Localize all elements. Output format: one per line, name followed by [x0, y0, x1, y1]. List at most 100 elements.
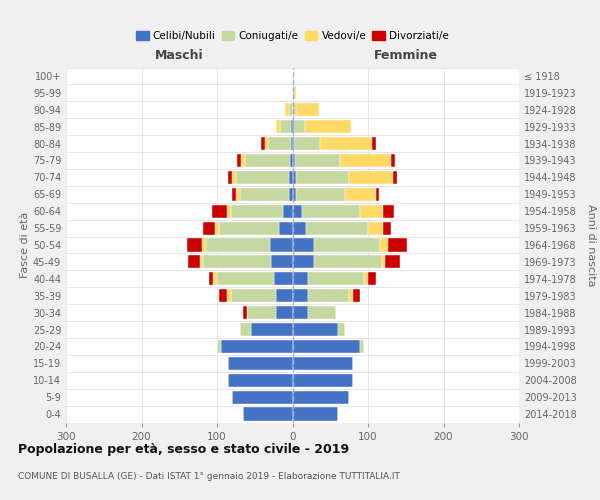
Bar	[229, 171, 232, 184]
Bar	[236, 188, 239, 201]
Bar	[244, 306, 247, 319]
Bar	[236, 171, 289, 184]
Bar	[293, 204, 302, 218]
Bar	[296, 188, 346, 201]
Bar	[293, 356, 353, 370]
Text: Maschi: Maschi	[155, 50, 203, 62]
Bar	[293, 306, 308, 319]
Bar	[294, 120, 305, 134]
Bar	[230, 204, 283, 218]
Bar	[320, 137, 372, 150]
Bar	[232, 171, 236, 184]
Bar	[293, 188, 296, 201]
Bar	[391, 154, 395, 167]
Bar	[349, 289, 353, 302]
Bar	[268, 137, 291, 150]
Bar	[364, 272, 368, 285]
Bar	[293, 340, 361, 353]
Bar	[215, 222, 218, 234]
Bar	[265, 137, 268, 150]
Bar	[293, 86, 296, 100]
Bar	[383, 204, 394, 218]
Bar	[227, 204, 230, 218]
Bar	[295, 154, 340, 167]
Bar	[203, 222, 215, 234]
Bar	[293, 103, 296, 117]
Bar	[217, 340, 221, 353]
Bar	[230, 289, 276, 302]
Bar	[283, 204, 293, 218]
Text: Femmine: Femmine	[374, 50, 438, 62]
Bar	[291, 137, 293, 150]
Bar	[221, 340, 293, 353]
Bar	[340, 154, 391, 167]
Bar	[349, 171, 393, 184]
Bar	[227, 289, 230, 302]
Bar	[289, 171, 293, 184]
Bar	[291, 120, 293, 134]
Bar	[244, 408, 293, 420]
Bar	[314, 238, 380, 252]
Bar	[279, 222, 293, 234]
Bar	[293, 390, 349, 404]
Bar	[293, 374, 353, 387]
Y-axis label: Fasce di età: Fasce di età	[20, 212, 30, 278]
Bar	[276, 120, 280, 134]
Bar	[229, 356, 293, 370]
Bar	[251, 323, 293, 336]
Bar	[247, 306, 276, 319]
Bar	[276, 289, 293, 302]
Bar	[285, 103, 289, 117]
Bar	[290, 154, 293, 167]
Bar	[393, 171, 397, 184]
Bar	[293, 289, 308, 302]
Bar	[212, 204, 227, 218]
Bar	[276, 306, 293, 319]
Bar	[376, 188, 379, 201]
Bar	[346, 188, 376, 201]
Bar	[202, 238, 206, 252]
Bar	[203, 256, 271, 268]
Bar	[200, 256, 203, 268]
Bar	[338, 323, 346, 336]
Bar	[218, 222, 279, 234]
Bar	[270, 238, 293, 252]
Bar	[261, 137, 265, 150]
Bar	[308, 306, 336, 319]
Bar	[314, 256, 382, 268]
Bar	[308, 272, 364, 285]
Bar	[372, 137, 376, 150]
Bar	[293, 154, 295, 167]
Bar	[293, 171, 296, 184]
Bar	[209, 272, 213, 285]
Y-axis label: Anni di nascita: Anni di nascita	[586, 204, 596, 286]
Bar	[293, 272, 308, 285]
Bar	[217, 272, 274, 285]
Bar	[274, 272, 293, 285]
Bar	[308, 289, 349, 302]
Bar	[219, 289, 227, 302]
Bar	[293, 256, 314, 268]
Bar	[293, 137, 294, 150]
Bar	[294, 137, 320, 150]
Bar	[229, 374, 293, 387]
Bar	[239, 188, 289, 201]
Bar	[187, 238, 202, 252]
Bar	[368, 222, 383, 234]
Bar	[213, 272, 217, 285]
Text: Popolazione per età, sesso e stato civile - 2019: Popolazione per età, sesso e stato civil…	[18, 442, 349, 456]
Bar	[289, 103, 293, 117]
Bar	[245, 154, 290, 167]
Bar	[293, 120, 294, 134]
Bar	[296, 171, 349, 184]
Bar	[296, 103, 319, 117]
Bar	[206, 238, 270, 252]
Bar	[239, 323, 251, 336]
Bar	[385, 256, 400, 268]
Bar	[368, 272, 376, 285]
Bar	[188, 256, 200, 268]
Bar	[305, 120, 350, 134]
Bar	[361, 340, 364, 353]
Bar	[271, 256, 293, 268]
Bar	[280, 120, 291, 134]
